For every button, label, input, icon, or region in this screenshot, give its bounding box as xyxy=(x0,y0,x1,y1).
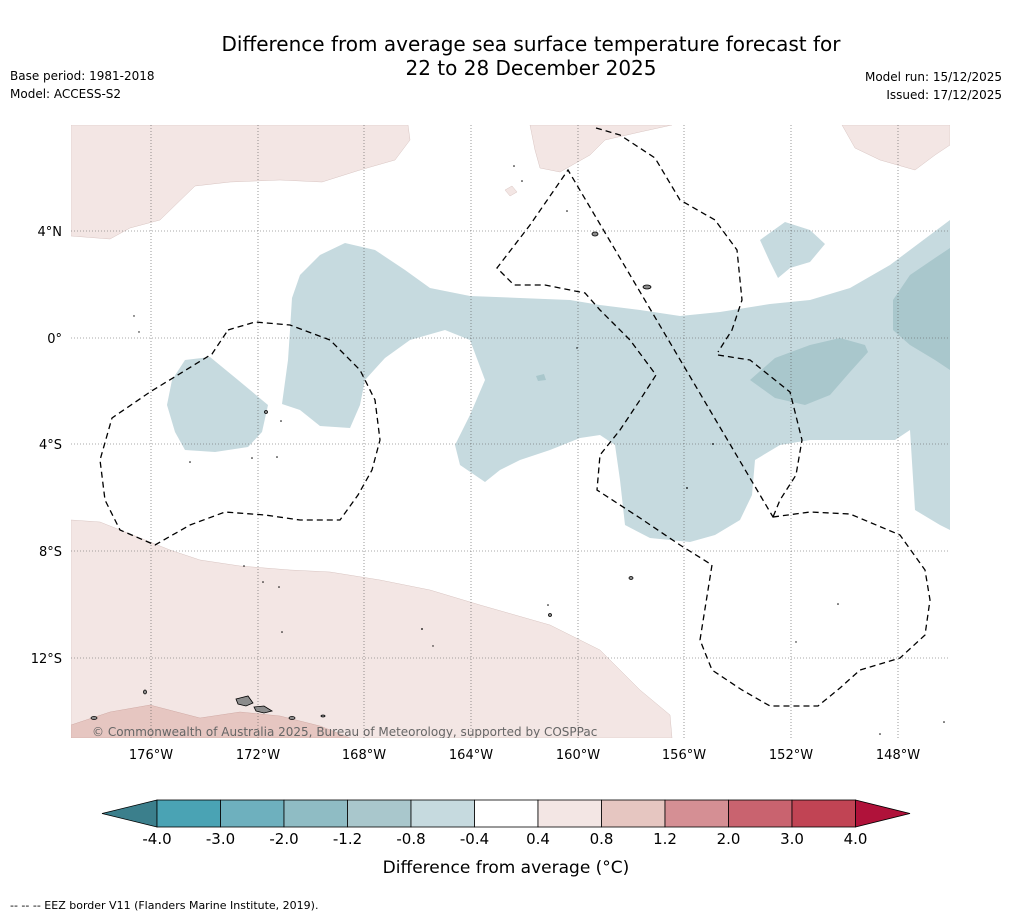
warm-region-south-mid xyxy=(71,704,351,738)
lat-label: 0° xyxy=(47,332,62,347)
colorbar-low-extend xyxy=(101,799,158,828)
colorbar-segment xyxy=(537,799,602,828)
colorbar-tick: 0.4 xyxy=(526,830,550,848)
colorbar-segment xyxy=(220,799,285,828)
lon-label: 176°W xyxy=(129,748,173,763)
colorbar-segment xyxy=(283,799,348,828)
colorbar-label: Difference from average (°C) xyxy=(383,858,630,878)
lat-label: 4°N xyxy=(38,225,63,240)
colorbar-segments xyxy=(156,799,856,828)
info-right: Model run: 15/12/2025 Issued: 17/12/2025 xyxy=(865,68,1002,104)
island-small-7 xyxy=(264,410,268,414)
lat-label: 12°S xyxy=(31,652,62,667)
colorbar-segment xyxy=(347,799,412,828)
colorbar-ticks: -4.0 -3.0 -2.0 -1.2 -0.8 -0.4 0.4 0.8 1.… xyxy=(142,830,867,848)
map-title: Difference from average sea surface temp… xyxy=(180,32,882,80)
cool-mid-region-east xyxy=(750,338,868,405)
warm-region-northeast xyxy=(841,125,950,171)
island-small-1 xyxy=(591,231,599,237)
colorbar-tick: -3.0 xyxy=(206,830,235,848)
eez-border-center xyxy=(496,127,931,707)
cool-region-main xyxy=(282,220,950,542)
colorbar-tick: 0.8 xyxy=(590,830,614,848)
eez-footnote: -- -- -- EEZ border V11 (Flanders Marine… xyxy=(10,899,319,912)
colorbar-segment xyxy=(601,799,666,828)
islands xyxy=(90,231,652,720)
base-period: Base period: 1981-2018 xyxy=(10,69,155,83)
colorbar-segment xyxy=(410,799,475,828)
island-samoa-savaii xyxy=(253,705,274,714)
lon-label: 172°W xyxy=(236,748,280,763)
copyright: © Commonwealth of Australia 2025, Bureau… xyxy=(92,725,597,739)
colorbar-segment xyxy=(728,799,793,828)
lon-labels: 176°W 172°W 168°W 164°W 160°W 156°W 152°… xyxy=(129,748,920,763)
lon-label: 160°W xyxy=(556,748,600,763)
colorbar-segment xyxy=(156,799,221,828)
title-line-1: Difference from average sea surface temp… xyxy=(221,32,841,56)
graticule xyxy=(71,125,950,738)
lat-label: 4°S xyxy=(39,438,62,453)
colorbar-tick: -4.0 xyxy=(142,830,171,848)
colorbar: -4.0 -3.0 -2.0 -1.2 -0.8 -0.4 0.4 0.8 1.… xyxy=(101,799,911,878)
eez-border-west xyxy=(99,321,381,546)
cool-region-west xyxy=(167,357,268,452)
warm-region-northwest xyxy=(71,125,411,240)
lon-label: 148°W xyxy=(876,748,920,763)
colorbar-tick: -0.8 xyxy=(396,830,425,848)
island-small-2 xyxy=(642,284,652,290)
colorbar-tick: 3.0 xyxy=(780,830,804,848)
colorbar-tick: 4.0 xyxy=(844,830,868,848)
warm-region-south xyxy=(71,519,673,738)
info-left: Base period: 1981-2018 Model: ACCESS-S2 xyxy=(10,67,155,103)
lat-labels: 4°N 0° 4°S 8°S 12°S xyxy=(31,225,62,667)
island-small-9 xyxy=(548,613,552,617)
lon-label: 156°W xyxy=(662,748,706,763)
issued-date: Issued: 17/12/2025 xyxy=(886,88,1002,102)
colorbar-tick: -0.4 xyxy=(460,830,489,848)
island-small-3 xyxy=(143,689,147,695)
cool-mid-region-far-east xyxy=(893,248,950,370)
colorbar-segment xyxy=(791,799,856,828)
colorbar-tick: -2.0 xyxy=(269,830,298,848)
map-area: © Commonwealth of Australia 2025, Bureau… xyxy=(71,125,950,739)
warm-region-north-center xyxy=(529,125,673,173)
colorbar-segment xyxy=(474,799,539,828)
colorbar-tick: 2.0 xyxy=(717,830,741,848)
island-small-6 xyxy=(320,714,326,718)
lon-label: 164°W xyxy=(449,748,493,763)
warm-spot-small xyxy=(504,185,518,197)
colorbar-tick: -1.2 xyxy=(333,830,362,848)
lat-label: 8°S xyxy=(39,545,62,560)
model-run: Model run: 15/12/2025 xyxy=(864,70,1002,84)
island-small-5 xyxy=(288,716,296,720)
island-small-4 xyxy=(90,716,98,720)
colorbar-segment xyxy=(664,799,729,828)
island-specks xyxy=(133,165,945,735)
eez-borders xyxy=(99,127,931,707)
model-name: Model: ACCESS-S2 xyxy=(10,87,122,101)
island-samoa-upolu xyxy=(235,695,254,707)
lon-label: 168°W xyxy=(342,748,386,763)
colorbar-high-extend xyxy=(855,799,911,828)
cool-spot-small xyxy=(536,374,546,381)
title-line-2: 22 to 28 December 2025 xyxy=(405,56,657,80)
cool-region-northeast-blob xyxy=(760,222,825,278)
island-small-8 xyxy=(628,576,634,580)
colorbar-tick: 1.2 xyxy=(653,830,677,848)
lon-label: 152°W xyxy=(769,748,813,763)
